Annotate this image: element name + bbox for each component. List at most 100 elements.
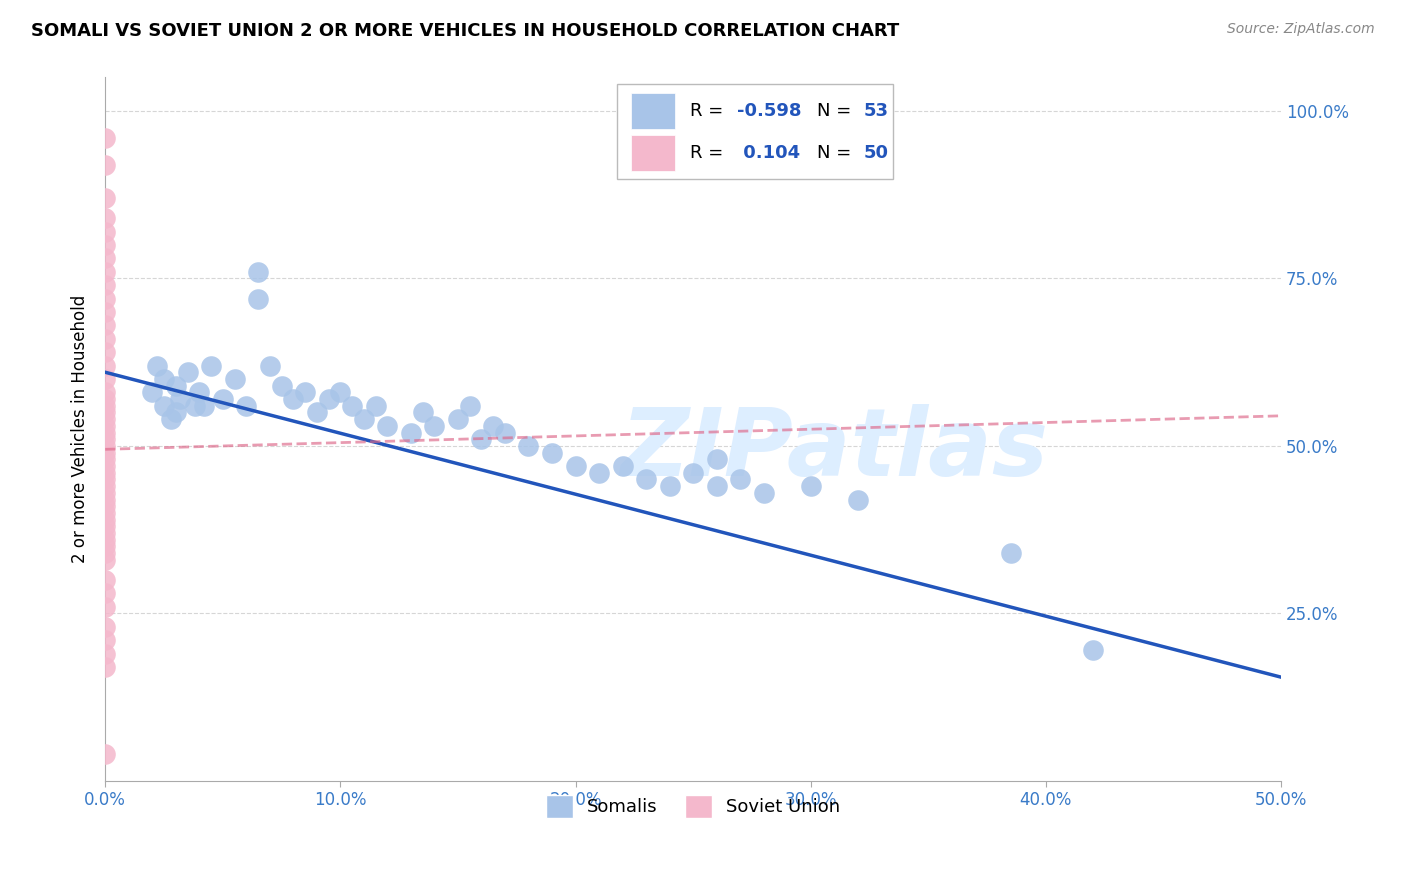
Point [94, 292, 117, 306]
Point [169, 392, 191, 406]
Point [94, 459, 117, 474]
Point [470, 432, 492, 446]
Point [94, 573, 117, 587]
Point [176, 365, 198, 379]
Point [94, 252, 117, 266]
Point [94, 546, 117, 560]
Text: N =: N = [817, 144, 856, 161]
Point [423, 418, 446, 433]
Point [165, 405, 187, 419]
Point [94, 466, 117, 480]
Point [94, 157, 117, 171]
Point [752, 486, 775, 500]
Point [94, 553, 117, 567]
Point [94, 130, 117, 145]
Point [283, 392, 305, 406]
Point [94, 392, 117, 406]
Point [94, 278, 117, 293]
Text: N =: N = [817, 102, 856, 120]
Point [94, 540, 117, 554]
Point [412, 405, 434, 419]
Point [634, 473, 657, 487]
FancyBboxPatch shape [617, 85, 893, 179]
Text: SOMALI VS SOVIET UNION 2 OR MORE VEHICLES IN HOUSEHOLD CORRELATION CHART: SOMALI VS SOVIET UNION 2 OR MORE VEHICLE… [31, 22, 900, 40]
Point [458, 399, 481, 413]
Point [94, 533, 117, 547]
Point [94, 418, 117, 433]
Point [94, 660, 117, 674]
Point [329, 385, 352, 400]
Point [94, 399, 117, 413]
Point [482, 418, 505, 433]
Point [494, 425, 516, 440]
Point [94, 405, 117, 419]
Point [353, 412, 375, 426]
FancyBboxPatch shape [631, 93, 675, 129]
Point [612, 459, 634, 474]
Point [94, 620, 117, 634]
Point [94, 385, 117, 400]
Point [211, 392, 233, 406]
Point [94, 506, 117, 520]
Point [377, 418, 399, 433]
Text: 50: 50 [863, 144, 889, 161]
Point [94, 647, 117, 661]
Text: Source: ZipAtlas.com: Source: ZipAtlas.com [1227, 22, 1375, 37]
Point [94, 599, 117, 614]
Point [658, 479, 681, 493]
Point [94, 747, 117, 762]
Point [94, 452, 117, 467]
Point [399, 425, 422, 440]
Point [305, 405, 328, 419]
Point [160, 412, 183, 426]
Point [146, 359, 169, 373]
Point [188, 385, 211, 400]
Point [94, 492, 117, 507]
Point [94, 473, 117, 487]
Point [94, 265, 117, 279]
Point [94, 332, 117, 346]
Point [294, 385, 316, 400]
Point [94, 445, 117, 459]
Text: R =: R = [689, 102, 728, 120]
Point [94, 211, 117, 226]
Point [94, 345, 117, 359]
Point [340, 399, 363, 413]
Point [94, 372, 117, 386]
Point [94, 318, 117, 333]
Point [165, 378, 187, 392]
Point [235, 399, 257, 413]
Point [364, 399, 387, 413]
Point [153, 372, 176, 386]
Point [153, 399, 176, 413]
Point [141, 385, 163, 400]
Point [94, 425, 117, 440]
Point [588, 466, 610, 480]
Point [94, 519, 117, 533]
Point [94, 225, 117, 239]
Text: -0.598: -0.598 [737, 102, 801, 120]
Point [564, 459, 586, 474]
Point [94, 191, 117, 205]
Point [682, 466, 704, 480]
Text: 53: 53 [863, 102, 889, 120]
Point [94, 513, 117, 527]
Y-axis label: 2 or more Vehicles in Household: 2 or more Vehicles in Household [72, 295, 89, 564]
Point [541, 445, 564, 459]
Point [846, 492, 869, 507]
Point [94, 633, 117, 648]
Point [706, 452, 728, 467]
Point [1081, 643, 1104, 657]
Point [706, 479, 728, 493]
Point [259, 359, 281, 373]
Point [247, 265, 270, 279]
Point [193, 399, 215, 413]
Point [728, 473, 751, 487]
Point [94, 359, 117, 373]
Point [94, 238, 117, 252]
Point [94, 486, 117, 500]
Point [94, 432, 117, 446]
Point [447, 412, 470, 426]
Point [224, 372, 246, 386]
Point [270, 378, 292, 392]
